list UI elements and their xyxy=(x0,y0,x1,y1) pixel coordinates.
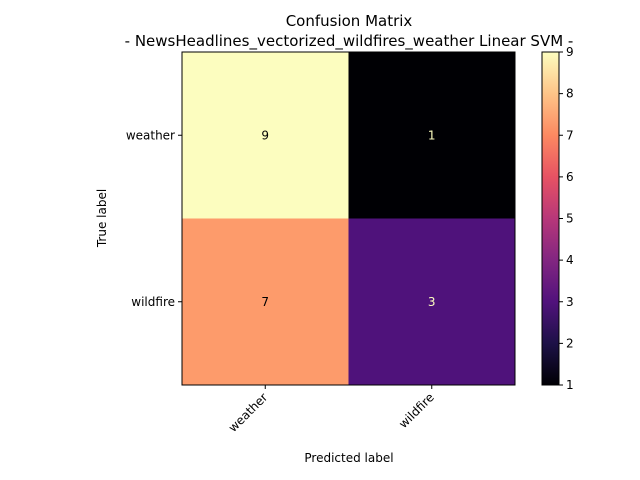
y-axis-label: True label xyxy=(95,189,109,248)
colorbar-tick-label: 7 xyxy=(566,128,574,142)
x-tick-label: weather xyxy=(226,390,271,435)
colorbar-tick-label: 2 xyxy=(566,336,574,350)
colorbar-tick-label: 9 xyxy=(566,45,574,59)
cell-value-label: 7 xyxy=(261,295,269,309)
cell-value-label: 3 xyxy=(428,295,436,309)
colorbar-gradient xyxy=(542,52,559,385)
y-tick-label: weather xyxy=(126,128,175,142)
cell-value-label: 9 xyxy=(261,128,269,142)
colorbar-tick-label: 1 xyxy=(566,378,574,392)
colorbar-tick-label: 5 xyxy=(566,212,574,226)
colorbar-tick-label: 4 xyxy=(566,253,574,267)
y-tick-label: wildfire xyxy=(131,295,175,309)
y-axis-ticks: weather wildfire xyxy=(126,128,182,309)
heatmap-cell-labels: 9 1 7 3 xyxy=(261,128,435,309)
colorbar-tick-label: 6 xyxy=(566,170,574,184)
x-axis-ticks: weather wildfire xyxy=(226,385,437,435)
cell-value-label: 1 xyxy=(428,128,436,142)
heatmap-cell xyxy=(348,52,515,219)
x-axis-label: Predicted label xyxy=(304,451,393,465)
x-tick-label: wildfire xyxy=(396,390,437,431)
plot-frame xyxy=(181,51,516,386)
heatmap-cell xyxy=(182,218,349,385)
heatmap-cell xyxy=(182,52,349,219)
chart-subtitle: - NewsHeadlines_vectorized_wildfires_wea… xyxy=(125,32,574,51)
colorbar-tick-label: 3 xyxy=(566,295,574,309)
chart-title: Confusion Matrix xyxy=(286,12,413,30)
colorbar-ticks: 1 2 3 4 5 6 7 8 9 xyxy=(559,45,574,392)
heatmap-cell xyxy=(348,218,515,385)
heatmap-cells xyxy=(182,52,515,385)
colorbar-tick-label: 8 xyxy=(566,87,574,101)
